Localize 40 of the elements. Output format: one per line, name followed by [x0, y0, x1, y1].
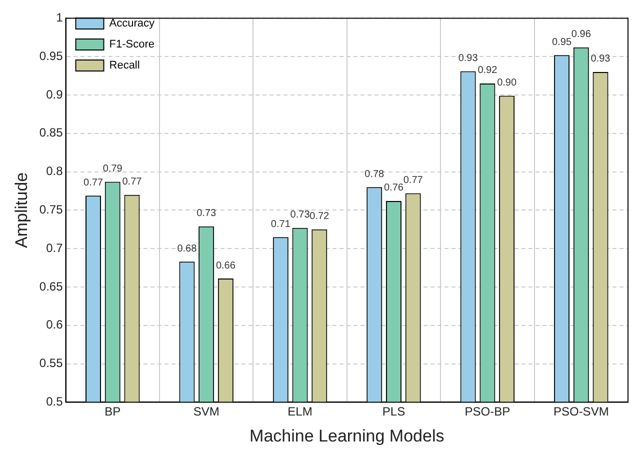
legend-label: Accuracy [109, 18, 155, 30]
data-label: 0.68 [177, 243, 198, 254]
data-label: 0.78 [364, 168, 385, 180]
y-tick-label: 0.75 [39, 202, 64, 217]
data-label: 0.90 [497, 78, 517, 89]
y-tick-label: 0.9 [46, 87, 64, 102]
data-label: 0.72 [310, 211, 330, 222]
data-label: 0.95 [552, 36, 572, 48]
x-tick-label: SVM [193, 404, 220, 419]
data-label: 0.76 [384, 182, 404, 194]
data-label: 0.66 [216, 260, 236, 272]
data-label: 0.77 [403, 175, 424, 186]
y-tick-label: 0.7 [46, 240, 64, 255]
y-tick-label: 0.8 [46, 164, 64, 178]
data-label: 0.93 [458, 52, 478, 64]
y-tick-label: 1 [56, 10, 64, 25]
data-label: 0.73 [196, 208, 216, 220]
y-tick-label: 0.6 [46, 318, 64, 332]
y-tick-label: 0.85 [39, 126, 64, 140]
y-tick-label: 0.5 [46, 394, 64, 409]
x-tick-label: ELM [288, 404, 312, 419]
y-axis-title: Amplitude [12, 172, 31, 248]
data-label: 0.93 [590, 54, 611, 65]
data-label: 0.79 [102, 164, 123, 175]
data-label: 0.92 [478, 65, 498, 76]
data-label: 0.96 [571, 29, 592, 40]
y-tick-label: 0.55 [39, 356, 64, 370]
y-tick-label: 0.65 [39, 279, 64, 294]
legend-label: F1-Score [109, 38, 155, 51]
data-label: 0.77 [84, 177, 104, 188]
x-axis-title: Machine Learning Models [250, 426, 444, 446]
x-tick-label: BP [104, 404, 121, 419]
data-label: 0.73 [290, 210, 310, 221]
data-label: 0.71 [270, 218, 291, 230]
legend-label: Recall [109, 60, 140, 72]
x-tick-label: PSO-BP [464, 404, 510, 419]
x-tick-label: PSO-SVM [553, 404, 609, 419]
y-tick-label: 0.95 [39, 48, 64, 63]
data-label: 0.77 [122, 176, 142, 188]
x-tick-label: PLS [382, 404, 406, 419]
